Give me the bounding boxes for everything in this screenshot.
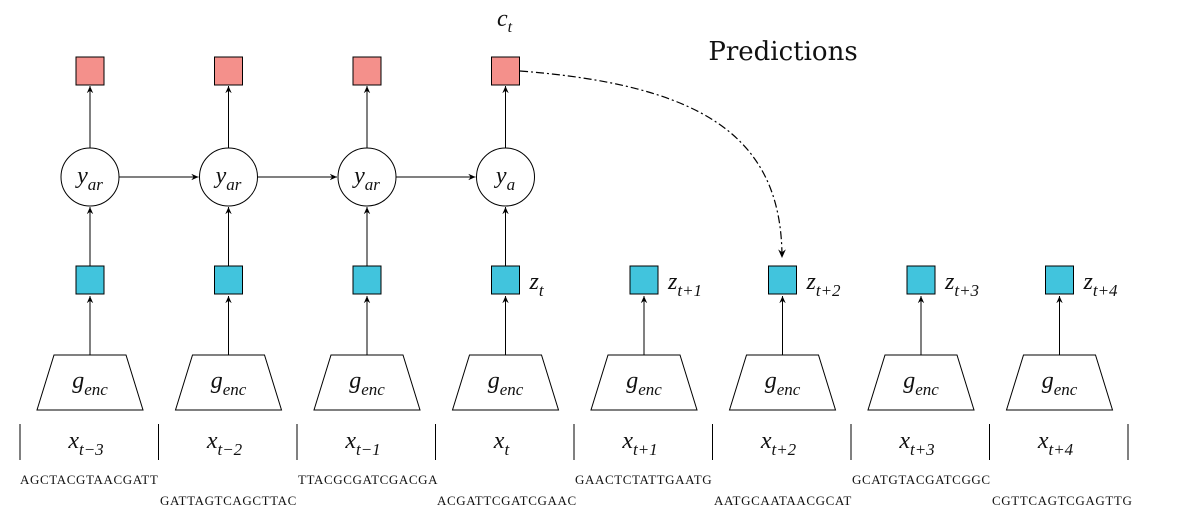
sequence-bottom: ACGATTCGATCGAAC xyxy=(437,493,577,508)
latent-z-label: zt+4 xyxy=(1083,269,1119,300)
encoder-block xyxy=(590,354,698,411)
input-label: xt+2 xyxy=(760,428,797,459)
encoder-block xyxy=(36,354,144,411)
encoder-label: genc xyxy=(72,368,108,399)
input-label: xt−3 xyxy=(67,428,103,459)
latent-z-box xyxy=(214,265,243,295)
sequence-top: GAACTCTATTGAATG xyxy=(575,472,712,487)
encoder-label: genc xyxy=(626,368,662,399)
input-label: xt+4 xyxy=(1037,428,1074,459)
context-label: ct xyxy=(497,6,513,36)
prediction-box xyxy=(352,56,382,86)
encoder-block xyxy=(867,354,975,411)
sequences-group: AGCTACGTAACGATT TTACGCGATCGACGA GAACTCTA… xyxy=(20,472,1132,508)
sequence-bottom: GATTAGTCAGCTTAC xyxy=(160,493,297,508)
input-label: xt+1 xyxy=(621,428,657,459)
encoder-label: genc xyxy=(903,368,939,399)
prediction-box xyxy=(214,56,243,86)
latent-z-label: zt xyxy=(529,269,545,300)
encoder-block xyxy=(451,354,560,411)
sequence-bottom: AATGCAATAACGCAT xyxy=(714,493,852,508)
prediction-box xyxy=(75,56,105,86)
latent-z-label: zt+1 xyxy=(667,269,702,300)
columns-group: genc xt−3 yar genc xt−2 yar genc xt−1 yar genc xt z… xyxy=(19,56,1129,460)
diagram-title: Predictions xyxy=(708,37,857,67)
latent-z-box xyxy=(75,265,105,295)
encoder-block xyxy=(1005,354,1114,411)
autoregressive-label: ya xyxy=(494,163,515,194)
latent-z-label: zt+2 xyxy=(806,269,842,300)
sequence-top: TTACGCGATCGACGA xyxy=(298,472,438,487)
encoder-label: genc xyxy=(488,368,524,399)
latent-z-box xyxy=(906,265,936,295)
latent-z-box xyxy=(352,265,382,295)
latent-z-label: zt+3 xyxy=(944,269,979,300)
encoder-label: genc xyxy=(349,368,385,399)
encoder-block xyxy=(728,354,837,411)
autoregressive-label: yar xyxy=(352,163,380,194)
input-label: xt xyxy=(493,428,511,459)
latent-z-box xyxy=(629,265,659,295)
sequence-bottom: CGTTCAGTCGAGTTG xyxy=(992,493,1132,508)
input-label: xt+3 xyxy=(898,428,934,459)
encoder-block xyxy=(174,354,283,411)
latent-z-box xyxy=(768,265,797,295)
encoder-label: genc xyxy=(765,368,801,399)
input-label: xt−1 xyxy=(344,428,380,459)
sequence-top: AGCTACGTAACGATT xyxy=(20,472,158,487)
autoregressive-label: yar xyxy=(214,163,242,194)
sequence-top: GCATGTACGATCGGC xyxy=(852,472,991,487)
autoregressive-label: yar xyxy=(75,163,103,194)
encoder-label: genc xyxy=(1042,368,1078,399)
prediction-box xyxy=(491,56,520,86)
prediction-arrow xyxy=(519,70,786,259)
latent-z-box xyxy=(491,265,520,295)
encoder-label: genc xyxy=(211,368,247,399)
latent-z-box xyxy=(1045,265,1074,295)
encoder-block xyxy=(313,354,421,411)
input-label: xt−2 xyxy=(206,428,243,459)
